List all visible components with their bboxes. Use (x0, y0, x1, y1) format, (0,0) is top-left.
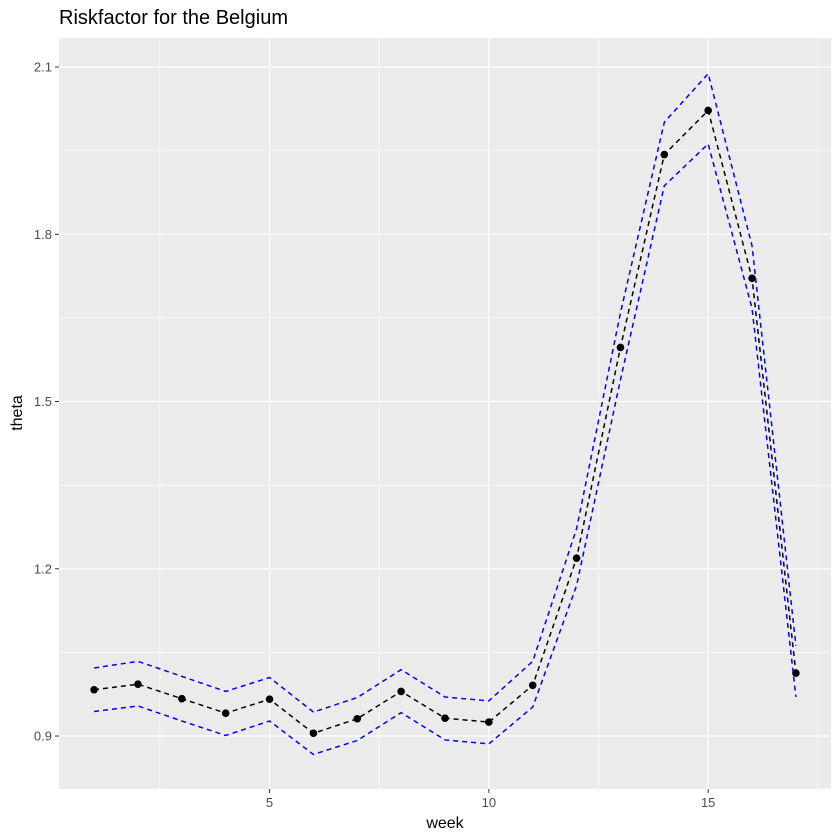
data-point (748, 274, 756, 283)
data-point (441, 714, 449, 722)
x-axis-title: week (425, 815, 464, 832)
y-tick-label: 1.2 (34, 561, 52, 576)
data-point (265, 695, 274, 704)
series-layer (90, 72, 800, 756)
x-tick-label: 5 (266, 795, 273, 810)
x-tick-label: 15 (701, 795, 715, 810)
y-tick-label: 1.5 (34, 394, 52, 409)
data-point (704, 106, 712, 115)
data-point (309, 729, 318, 738)
data-point (221, 709, 230, 717)
y-tick-label: 0.9 (34, 729, 52, 744)
data-point (528, 681, 537, 690)
data-point (660, 150, 669, 159)
data-point (616, 343, 625, 352)
major-gridlines (59, 38, 831, 789)
data-point (134, 680, 142, 688)
data-point (485, 718, 493, 726)
y-tick-label: 1.8 (34, 227, 52, 242)
minor-gridlines (59, 38, 831, 789)
data-point (353, 714, 362, 723)
x-tick-label: 10 (482, 795, 496, 810)
y-tick-label: 2.1 (34, 59, 52, 74)
data-point (792, 669, 800, 677)
data-point (572, 554, 581, 562)
data-point (178, 694, 186, 703)
series-line-lower (93, 142, 797, 756)
plot-panel (59, 38, 831, 789)
y-axis-title: theta (9, 395, 26, 431)
data-point (90, 685, 98, 694)
axes-layer: 5 10 15 0.9 1.2 1.5 1.8 2.1 (34, 59, 715, 810)
chart-title: Riskfactor for the Belgium (59, 7, 288, 29)
series-line-upper (93, 72, 797, 713)
data-point (397, 687, 405, 696)
